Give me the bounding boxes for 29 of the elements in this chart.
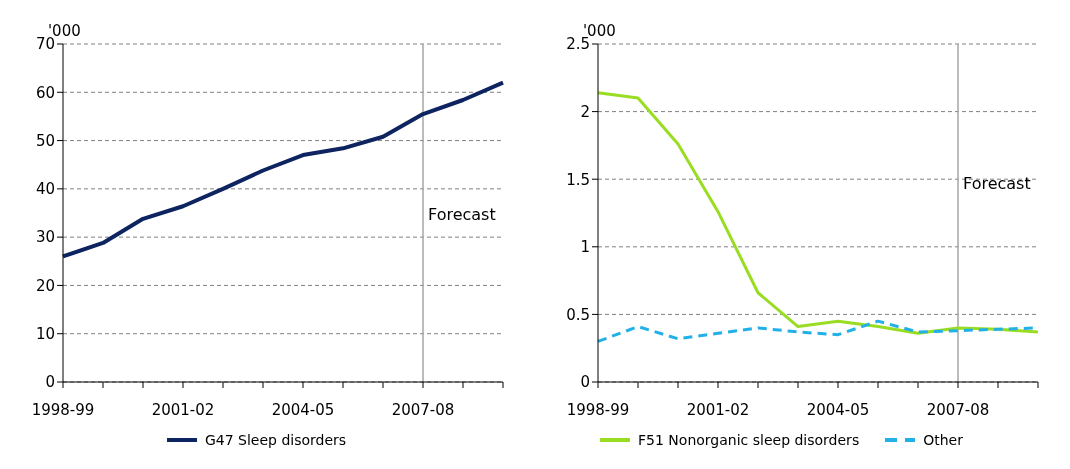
y-tick-label: 1 — [580, 238, 590, 257]
y-tick-label: 40 — [35, 180, 55, 199]
x-tick-label: 2001-02 — [151, 400, 215, 419]
legend-label: G47 Sleep disorders — [204, 432, 347, 448]
x-tick-label: 2004-05 — [806, 400, 870, 419]
x-tick-label: 1998-99 — [31, 400, 95, 419]
line-series — [596, 91, 1040, 335]
x-tick-label: 1998-99 — [566, 400, 630, 419]
y-tick-label: 10 — [35, 325, 55, 344]
y-tick-label: 50 — [35, 131, 55, 150]
x-tick-label: 2007-08 — [926, 400, 990, 419]
x-tick-label: 2007-08 — [391, 400, 455, 419]
y-tick-label: 2 — [580, 102, 590, 121]
y-tick-label: 2.5 — [566, 35, 590, 54]
legend-label: F51 Nonorganic sleep disorders — [638, 432, 860, 448]
x-tick-label: 2004-05 — [271, 400, 335, 419]
y-tick-label: 0 — [580, 373, 590, 392]
y-tick-label: 70 — [35, 35, 55, 54]
y-tick-label: 20 — [35, 276, 55, 295]
y-tick-label: 1.5 — [566, 170, 590, 189]
y-tick-label: 30 — [35, 228, 55, 247]
line-series — [61, 80, 505, 259]
ref-line-label: Forecast — [428, 204, 496, 224]
ref-line-label: Forecast — [963, 174, 1031, 194]
y-tick-label: 0.5 — [566, 305, 590, 324]
y-tick-label: 60 — [35, 83, 55, 102]
x-tick-label: 2001-02 — [686, 400, 750, 419]
y-tick-label: 0 — [45, 373, 55, 392]
legend-label: Other — [923, 432, 963, 448]
